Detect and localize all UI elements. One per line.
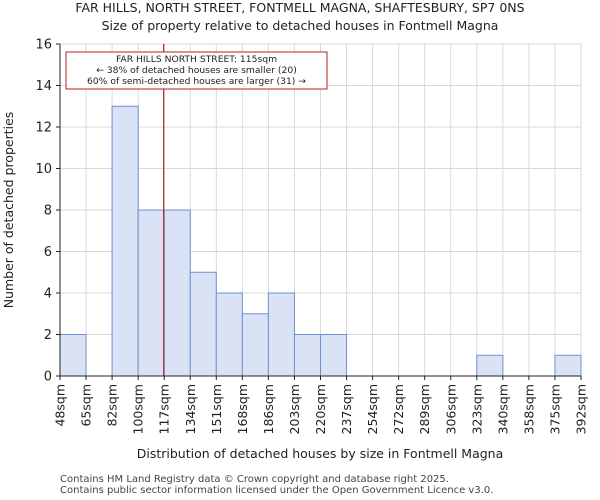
x-tick-label: 323sqm (469, 384, 484, 434)
x-tick-label: 134sqm (183, 384, 198, 434)
y-tick-label: 10 (35, 162, 52, 177)
x-tick-label: 289sqm (417, 384, 432, 434)
x-tick-label: 306sqm (443, 384, 458, 434)
bar (189, 271, 217, 377)
x-tick-label: 168sqm (235, 384, 250, 434)
bar (293, 334, 322, 377)
x-axis-label: Distribution of detached houses by size … (137, 446, 504, 461)
bars (59, 105, 582, 377)
x-tick-label: 358sqm (521, 384, 536, 434)
annotation-line-3: 60% of semi-detached houses are larger (… (87, 76, 306, 87)
x-tick-label: 392sqm (574, 384, 589, 434)
x-tick-label: 65sqm (79, 384, 94, 427)
annotation-line-2: ← 38% of detached houses are smaller (20… (96, 65, 297, 76)
bar (59, 334, 87, 377)
x-tick-label: 117sqm (157, 384, 172, 434)
y-tick-label: 0 (44, 370, 52, 385)
bar (111, 105, 139, 377)
bar (215, 292, 243, 377)
x-tick-label: 220sqm (313, 384, 328, 434)
footer-licence: Contains public sector information licen… (60, 485, 494, 496)
x-tick-label: 340sqm (495, 384, 510, 434)
y-tick-label: 8 (44, 204, 52, 219)
y-axis-label: Number of detached properties (1, 112, 16, 309)
x-tick-label: 375sqm (547, 384, 562, 434)
y-tick-label: 2 (44, 328, 52, 343)
bar (320, 334, 348, 377)
bar (163, 209, 191, 377)
x-tick-label: 237sqm (339, 384, 354, 434)
x-tick-label: 272sqm (391, 384, 406, 434)
bar (554, 354, 582, 377)
y-tick-label: 16 (35, 38, 52, 53)
chart-subtitle: Size of property relative to detached ho… (101, 18, 499, 33)
y-tick-label: 12 (35, 121, 52, 136)
x-tick-label: 186sqm (261, 384, 276, 434)
x-tick-label: 48sqm (53, 384, 68, 427)
annotation-box: FAR HILLS NORTH STREET: 115sqm ← 38% of … (65, 51, 328, 90)
chart-title: FAR HILLS, NORTH STREET, FONTMELL MAGNA,… (75, 0, 525, 15)
axes: 0 2 4 6 8 10 12 14 16 48sqm 65sqm 82sqm 100sqm 117sqm… (35, 38, 588, 435)
x-tick-label: 151sqm (209, 384, 224, 434)
y-tick-label: 6 (44, 245, 52, 260)
x-tick-label: 82sqm (105, 384, 120, 427)
y-tick-label: 4 (44, 287, 52, 302)
bar (267, 292, 295, 377)
annotation-border (65, 51, 328, 90)
x-tick-label: 203sqm (287, 384, 302, 434)
x-tick-label: 254sqm (365, 384, 380, 434)
bar (241, 313, 269, 377)
bar (476, 354, 504, 377)
annotation-line-1: FAR HILLS NORTH STREET: 115sqm (116, 54, 277, 65)
y-tick-label: 14 (35, 79, 52, 94)
footer-copyright: Contains HM Land Registry data © Crown c… (60, 474, 449, 485)
bar (137, 209, 165, 377)
x-tick-label: 100sqm (131, 384, 146, 434)
